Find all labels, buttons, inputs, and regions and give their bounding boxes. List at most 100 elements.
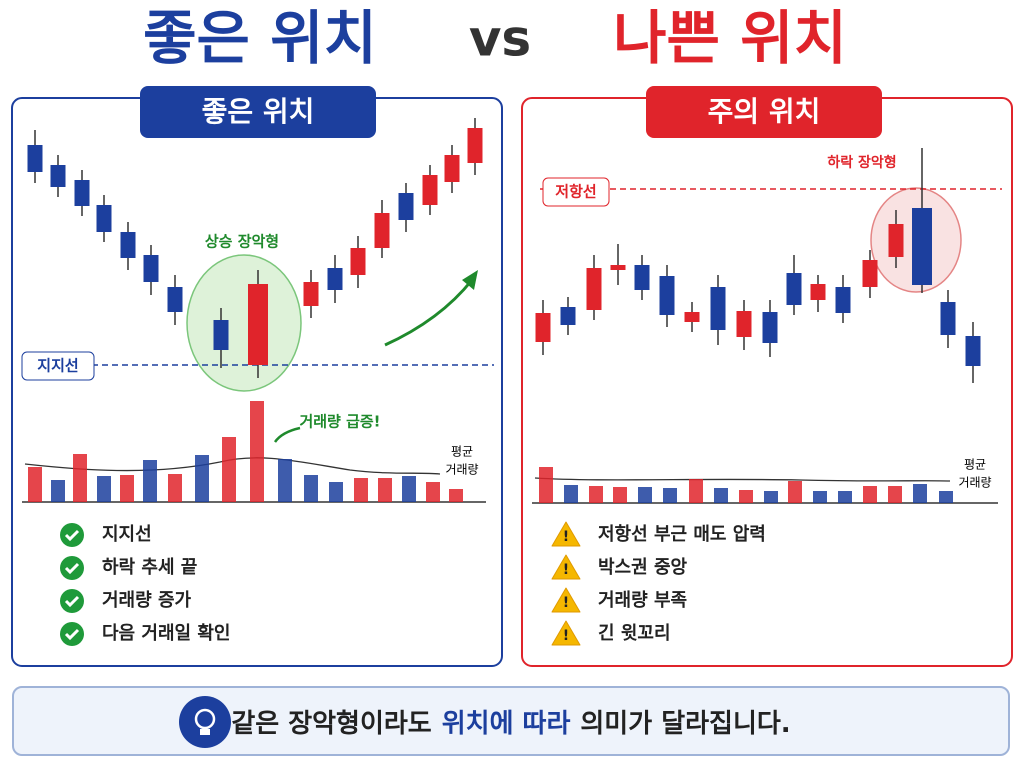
candle [444, 155, 460, 182]
candle [467, 128, 483, 163]
candle [810, 284, 826, 300]
warning-mark: ! [563, 562, 569, 578]
candle [965, 336, 981, 366]
warning-mark: ! [563, 529, 569, 545]
check-mark [64, 628, 80, 641]
candle [912, 208, 932, 285]
support-tag [21, 351, 95, 381]
warning-item: 박스권 중앙 [598, 557, 688, 578]
candle [862, 260, 878, 287]
bulb-svg [194, 708, 216, 735]
candle [560, 307, 576, 325]
highlight [186, 254, 302, 392]
candle [684, 312, 700, 322]
volume-bar [120, 475, 134, 502]
title-bad: 나쁜 위치 [613, 4, 847, 72]
pattern-label: 상승 장악형 [205, 233, 279, 251]
support-label: 지지선 [37, 357, 78, 375]
warning-mark: ! [563, 595, 569, 611]
right-header: 주의 위치 [708, 95, 821, 128]
footer: 같은 장악형이라도 위치에 따라 의미가 달라집니다. [12, 686, 1010, 756]
check-item: 거래량 증가 [102, 590, 192, 611]
resistance-tag [542, 177, 610, 207]
warning-item: 긴 윗꼬리 [598, 623, 671, 644]
volume-bar [663, 488, 677, 503]
right-header-bg [646, 86, 882, 138]
candle [634, 265, 650, 290]
candle [398, 193, 414, 220]
volume-bar [638, 487, 652, 503]
volume-bar [564, 485, 578, 503]
volume-bar [250, 401, 264, 502]
volume-bar [613, 487, 627, 503]
volume-bar [426, 482, 440, 502]
avg-label: 거래량 [445, 463, 478, 477]
volume-bar [739, 490, 753, 503]
warning-icon [551, 587, 581, 613]
volume-bar [813, 491, 827, 503]
volume-bar [689, 479, 703, 503]
note-arrow [273, 426, 301, 443]
volume-bar [888, 486, 902, 503]
warning-item: 저항선 부근 매도 압력 [598, 524, 766, 545]
candle [74, 180, 90, 206]
volume-bar [28, 467, 42, 502]
volume-bar [97, 476, 111, 502]
check-mark [64, 562, 80, 575]
candle [120, 232, 136, 258]
volume-bar [304, 475, 318, 502]
candle [27, 145, 43, 172]
candle [586, 268, 602, 310]
volume-bar [913, 484, 927, 503]
warning-icon [551, 521, 581, 547]
bulb-icon [179, 696, 231, 748]
avg-label: 거래량 [958, 476, 991, 490]
candle [248, 284, 268, 365]
resistance-label: 저항선 [555, 183, 596, 201]
volume-bar [788, 481, 802, 503]
candle [835, 287, 851, 313]
footer-text: 같은 장악형이라도 [231, 708, 432, 739]
avg-label: 평균 [964, 458, 986, 472]
warning-item: 거래량 부족 [598, 590, 687, 611]
volume-bar [449, 489, 463, 502]
candle [710, 287, 726, 330]
volume-bar [73, 454, 87, 502]
candle [736, 311, 752, 337]
candle [303, 282, 319, 306]
pattern-label: 하락 장악형 [827, 154, 896, 171]
volume-bar [222, 437, 236, 502]
warning-icon [551, 554, 581, 580]
up-arrow-head [462, 270, 478, 290]
candle [762, 312, 778, 343]
volume-bar [838, 491, 852, 503]
volume-bar [329, 482, 343, 502]
candle [167, 287, 183, 312]
check-item: 다음 거래일 확인 [102, 623, 230, 644]
volume-bar [195, 455, 209, 502]
candle [786, 273, 802, 305]
candle [374, 213, 390, 248]
volume-bar [143, 460, 157, 502]
candle [610, 265, 626, 270]
candle [422, 175, 438, 205]
avg-line [534, 477, 951, 482]
volume-bar [402, 476, 416, 502]
candle [659, 276, 675, 315]
footer-text: 의미가 달라집니다. [580, 708, 791, 739]
volume-bar [51, 480, 65, 502]
volume-bar [939, 491, 953, 503]
candle [50, 165, 66, 187]
check-item: 하락 추세 끝 [102, 557, 197, 578]
volume-bar [863, 486, 877, 503]
volume-bar [764, 491, 778, 503]
check-mark [64, 595, 80, 608]
candle [535, 313, 551, 342]
candle [143, 255, 159, 282]
candle [940, 302, 956, 335]
up-arrow [384, 279, 474, 347]
candle [96, 205, 112, 232]
volume-bar [168, 474, 182, 502]
warning-icon [551, 620, 581, 646]
left-header-bg [140, 86, 376, 138]
